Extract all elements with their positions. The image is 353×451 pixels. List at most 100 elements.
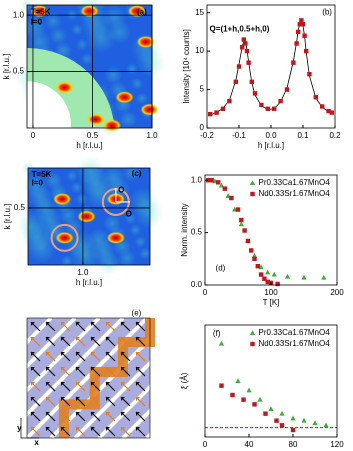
arrow-head [61, 367, 65, 371]
speckle [71, 23, 83, 36]
marker [294, 41, 299, 46]
x-tick-label: 0.5 [87, 131, 99, 140]
heatmap [16, 155, 164, 276]
y-axis-label: k [r.l.u.] [3, 204, 12, 230]
arrow-head [46, 427, 50, 431]
speckle [75, 193, 88, 206]
marker [241, 397, 246, 402]
arrow-head [31, 367, 35, 371]
arrow-head [76, 352, 80, 356]
speckle [129, 224, 142, 237]
stripe [73, 316, 197, 440]
arrow-head [106, 382, 110, 386]
arrow-head [91, 412, 95, 416]
marker [252, 91, 258, 96]
arrow-head [136, 352, 140, 356]
legend-label: Nd0.33Sr1.67MnO4 [259, 189, 331, 198]
speckle [128, 186, 159, 217]
y-axis-label: ξ (Å) [180, 372, 189, 389]
arrow-head [91, 382, 95, 386]
x-axis-label: h [r.l.u.] [76, 278, 102, 287]
marker [274, 418, 279, 423]
marker [297, 22, 302, 27]
speckle [23, 173, 48, 198]
x-axis-label: T [K] [263, 298, 280, 307]
bragg-spot [55, 231, 74, 244]
marker [235, 378, 241, 383]
arrow-head [61, 322, 65, 326]
speckle [75, 155, 106, 186]
y-tick-label: 15 [195, 8, 204, 17]
arrow-head [76, 427, 80, 431]
marker [249, 330, 256, 335]
arrow-head [46, 322, 50, 326]
bragg-spot [53, 193, 72, 206]
panel-label: (b) [322, 7, 332, 16]
marker [246, 387, 252, 393]
marker [243, 41, 248, 46]
arrow-head [31, 352, 35, 356]
arrow-head [121, 397, 125, 401]
y-tick-label: 0.0 [191, 280, 203, 289]
y-axis-label: Intensity [10⁴ counts] [182, 29, 191, 104]
arrow-head [46, 412, 50, 416]
arrow-head [31, 382, 35, 386]
x-tick-label: 120 [330, 440, 344, 449]
marker [245, 238, 251, 244]
marker [323, 422, 329, 428]
arrow-head [61, 337, 65, 341]
marker [279, 423, 285, 428]
speckle [124, 212, 137, 225]
arrow-head [136, 382, 140, 386]
marker [227, 98, 232, 104]
marker [240, 45, 245, 50]
y-tick-label: 5 [200, 85, 205, 94]
bragg-spot [30, 5, 49, 18]
arrow-head [121, 352, 125, 356]
marker [251, 252, 258, 258]
arrow-head [136, 322, 140, 326]
marker [290, 415, 296, 421]
marker [284, 87, 290, 92]
marker [220, 106, 226, 111]
x-axis-label: h [r.l.u.] [76, 141, 102, 150]
speckle [131, 77, 143, 90]
marker [252, 256, 257, 262]
marker [301, 274, 307, 280]
marker [284, 273, 291, 279]
marker [279, 410, 285, 416]
annotation: x [34, 438, 39, 447]
marker [271, 271, 277, 277]
speckle [119, 110, 138, 129]
speckle [126, 62, 138, 75]
x-tick-label: 40 [245, 440, 254, 449]
marker [299, 18, 304, 23]
speckle [22, 15, 47, 40]
x-tick-label: 1.0 [146, 131, 158, 140]
arrow-head [46, 337, 50, 341]
y-axis-label: Norm. intensity [180, 203, 189, 256]
marker [272, 106, 277, 111]
arrow-head [106, 427, 110, 431]
marker [313, 95, 318, 100]
speckle [70, 181, 83, 194]
bragg-spot [128, 5, 146, 18]
arrow-head [91, 322, 95, 326]
y-tick-label: 1.0 [13, 10, 25, 19]
marker [320, 104, 325, 109]
y-tick-label: 1.0 [191, 175, 203, 184]
stripe [0, 316, 77, 396]
panel-label: (c) [132, 169, 142, 178]
legend-label: Nd0.33Sr1.67MnO4 [259, 339, 331, 348]
stripe [169, 316, 293, 440]
arrow-head [46, 367, 50, 371]
marker [250, 191, 255, 197]
arrow-head [91, 337, 95, 341]
annotation: O [118, 185, 124, 194]
bragg-spot [55, 81, 74, 94]
marker [230, 392, 235, 398]
low-q-corner [27, 81, 71, 128]
marker [296, 29, 301, 35]
arrow-head [46, 397, 50, 401]
bragg-spot [80, 5, 99, 18]
